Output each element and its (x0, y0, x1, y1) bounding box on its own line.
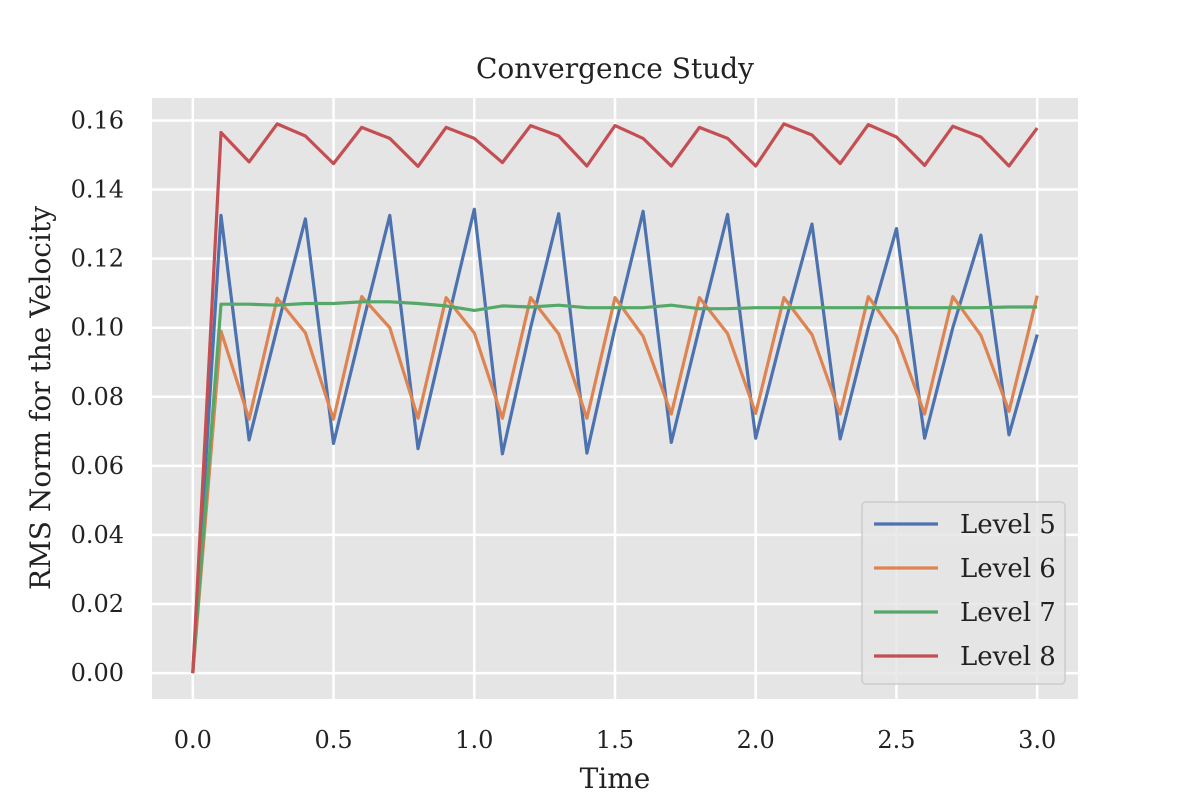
x-tick-label: 1.5 (596, 726, 634, 754)
legend-label-level-7: Level 7 (960, 598, 1056, 628)
legend-label-level-6: Level 6 (960, 554, 1056, 584)
legend-box (861, 501, 1066, 685)
y-tick-label: 0.02 (71, 590, 124, 618)
y-tick-label: 0.14 (71, 176, 124, 204)
y-tick-label: 0.08 (71, 383, 124, 411)
legend-label-level-5: Level 5 (960, 510, 1056, 540)
y-tick-label: 0.00 (71, 659, 124, 687)
x-tick-label: 1.0 (455, 726, 493, 754)
series-line-level-7 (191, 300, 1038, 674)
y-tick-label: 0.16 (71, 106, 124, 134)
x-tick-label: 0.5 (314, 726, 352, 754)
series-line-level-6 (191, 295, 1039, 674)
y-tick-label: 0.10 (71, 314, 124, 342)
tick-labels: 0.0 0.5 1.0 1.5 2.0 2.5 3.0 0.00 0.02 0.04 0.06 0.0… (71, 106, 1057, 754)
x-tick-label: 3.0 (1018, 726, 1056, 754)
legend: Level 5 Level 6 Level 7 Level 8 (861, 501, 1066, 685)
chart-title: Convergence Study (476, 52, 754, 85)
series-lines (191, 122, 1039, 674)
y-tick-label: 0.04 (71, 521, 124, 549)
x-tick-label: 2.5 (877, 726, 915, 754)
y-axis-label: RMS Norm for the Velocity (24, 206, 57, 590)
x-tick-label: 2.0 (737, 726, 775, 754)
series-line-level-5 (191, 207, 1039, 674)
y-tick-label: 0.06 (71, 452, 124, 480)
x-axis-label: Time (580, 762, 651, 795)
x-tick-label: 0.0 (174, 726, 212, 754)
legend-label-level-8: Level 8 (960, 642, 1056, 672)
y-tick-label: 0.12 (71, 245, 124, 273)
series-line-level-8 (191, 122, 1039, 674)
